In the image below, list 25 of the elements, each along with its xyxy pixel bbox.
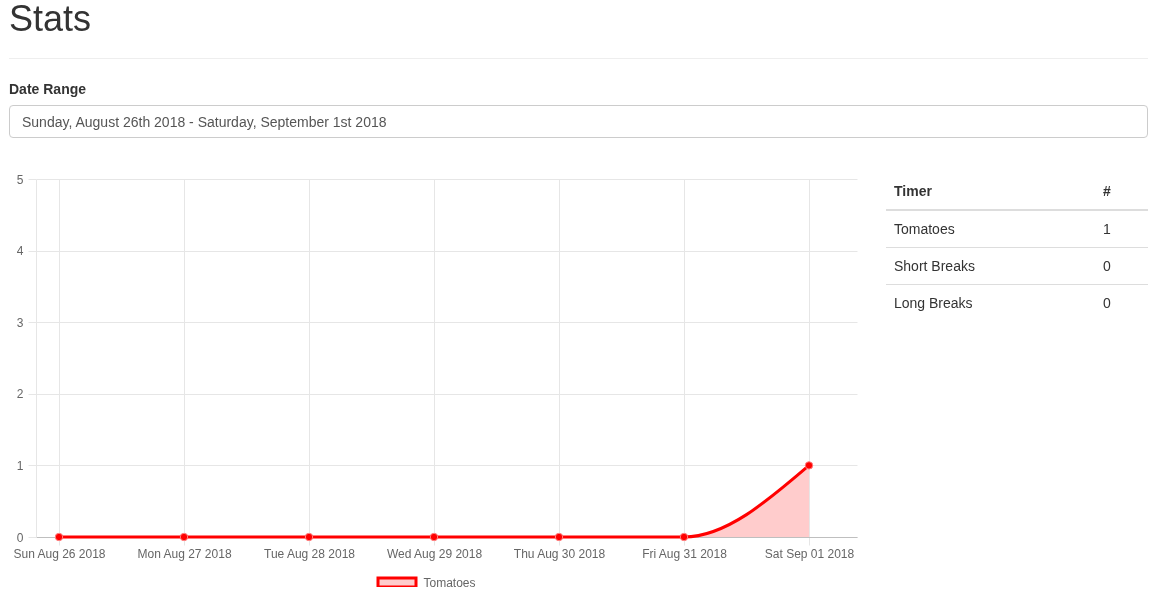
y-tick-label: 4 xyxy=(16,244,24,259)
y-tick-label: 3 xyxy=(16,315,24,330)
y-tick-label: 2 xyxy=(16,387,24,402)
y-tick-label: 5 xyxy=(16,172,24,187)
y-tick-label: 0 xyxy=(16,530,24,545)
text: Timer xyxy=(886,173,1095,210)
text: # xyxy=(1095,173,1148,210)
text: 0 xyxy=(1095,247,1148,285)
text-input-field: Sunday, August 26th 2018 - Saturday, September 1st 2018 xyxy=(9,105,1148,138)
legend-label: Tomatoes xyxy=(423,575,476,590)
text: Date Range xyxy=(9,81,87,97)
x-tick-label: Sun Aug 26 2018 xyxy=(13,546,106,561)
text: Short Breaks xyxy=(886,247,1095,285)
x-tick-label: Mon Aug 27 2018 xyxy=(137,546,232,561)
text: Long Breaks xyxy=(886,284,1095,321)
text: Tomatoes xyxy=(886,210,1095,248)
chart-title: Stats xyxy=(9,0,92,41)
x-tick-label: Wed Aug 29 2018 xyxy=(386,546,483,561)
text: 1 xyxy=(1095,210,1148,248)
text: 0 xyxy=(1095,284,1148,321)
x-tick-label: Thu Aug 30 2018 xyxy=(513,546,606,561)
x-tick-label: Tue Aug 28 2018 xyxy=(264,546,356,561)
x-tick-label: Sat Sep 01 2018 xyxy=(764,546,855,561)
x-tick-label: Fri Aug 31 2018 xyxy=(642,546,728,561)
y-tick-label: 1 xyxy=(16,458,24,473)
